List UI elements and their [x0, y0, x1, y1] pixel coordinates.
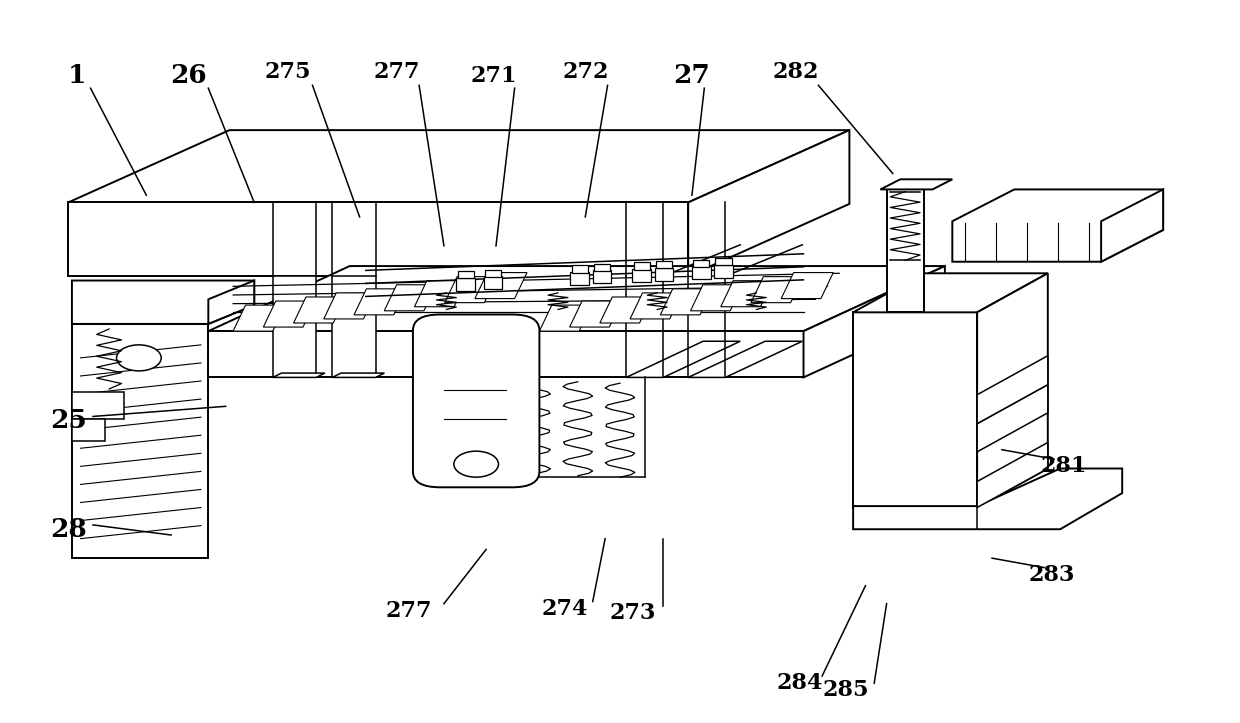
Polygon shape: [208, 266, 945, 331]
Polygon shape: [691, 285, 743, 311]
Circle shape: [117, 345, 161, 371]
Polygon shape: [355, 288, 407, 315]
Bar: [692, 266, 711, 279]
Text: 285: 285: [822, 680, 869, 701]
Polygon shape: [853, 312, 977, 508]
Bar: [458, 271, 474, 278]
Polygon shape: [630, 293, 682, 319]
Text: 283: 283: [1028, 564, 1075, 586]
Polygon shape: [853, 469, 1122, 529]
Polygon shape: [977, 273, 1048, 508]
Polygon shape: [72, 392, 124, 419]
Bar: [655, 268, 673, 281]
Polygon shape: [952, 189, 1163, 262]
Polygon shape: [233, 305, 285, 331]
Text: 27: 27: [673, 64, 711, 88]
Text: 282: 282: [773, 61, 820, 83]
Text: 277: 277: [373, 61, 420, 83]
Bar: [656, 261, 672, 268]
Text: 26: 26: [170, 64, 207, 88]
Text: 284: 284: [776, 672, 823, 694]
Polygon shape: [887, 189, 924, 312]
Polygon shape: [977, 356, 1048, 424]
Text: 272: 272: [562, 61, 609, 83]
Polygon shape: [660, 288, 712, 315]
Circle shape: [454, 451, 498, 477]
Polygon shape: [1101, 189, 1163, 262]
Polygon shape: [804, 266, 945, 377]
Bar: [714, 265, 733, 278]
Text: 274: 274: [541, 598, 588, 620]
Text: 277: 277: [386, 600, 433, 622]
Bar: [484, 276, 502, 289]
Text: 1: 1: [68, 64, 86, 88]
Polygon shape: [208, 331, 804, 377]
Polygon shape: [475, 273, 527, 299]
Polygon shape: [208, 281, 254, 324]
Bar: [632, 269, 651, 282]
Bar: [593, 270, 611, 283]
Polygon shape: [68, 130, 849, 202]
Text: 275: 275: [264, 61, 311, 83]
Polygon shape: [600, 297, 652, 323]
Polygon shape: [569, 301, 621, 327]
Text: 273: 273: [609, 602, 656, 624]
Bar: [485, 270, 501, 277]
Polygon shape: [384, 285, 436, 311]
Polygon shape: [332, 276, 376, 377]
Polygon shape: [751, 277, 804, 303]
Bar: [572, 265, 588, 273]
Polygon shape: [688, 341, 802, 377]
Polygon shape: [324, 293, 376, 319]
Polygon shape: [72, 281, 254, 324]
Bar: [634, 262, 650, 270]
Polygon shape: [688, 130, 849, 276]
Polygon shape: [294, 297, 346, 323]
Text: 25: 25: [50, 408, 87, 433]
Polygon shape: [626, 341, 740, 377]
Text: 28: 28: [50, 517, 87, 542]
Polygon shape: [72, 324, 208, 558]
Polygon shape: [977, 385, 1048, 452]
Bar: [693, 260, 709, 267]
Polygon shape: [263, 301, 315, 327]
Bar: [715, 258, 732, 265]
Bar: [594, 264, 610, 271]
Polygon shape: [781, 273, 833, 299]
Polygon shape: [853, 273, 1048, 312]
Text: 281: 281: [1040, 455, 1087, 477]
Polygon shape: [273, 276, 316, 377]
Text: 271: 271: [470, 65, 517, 87]
Polygon shape: [539, 305, 591, 331]
Bar: [456, 278, 475, 291]
Polygon shape: [68, 202, 688, 276]
FancyBboxPatch shape: [413, 315, 539, 487]
Polygon shape: [273, 373, 325, 377]
Polygon shape: [445, 277, 497, 303]
Bar: [570, 272, 589, 285]
Polygon shape: [720, 281, 773, 307]
Polygon shape: [977, 442, 1048, 508]
Polygon shape: [72, 419, 105, 441]
Polygon shape: [332, 373, 384, 377]
Polygon shape: [880, 179, 952, 189]
Polygon shape: [414, 281, 466, 307]
